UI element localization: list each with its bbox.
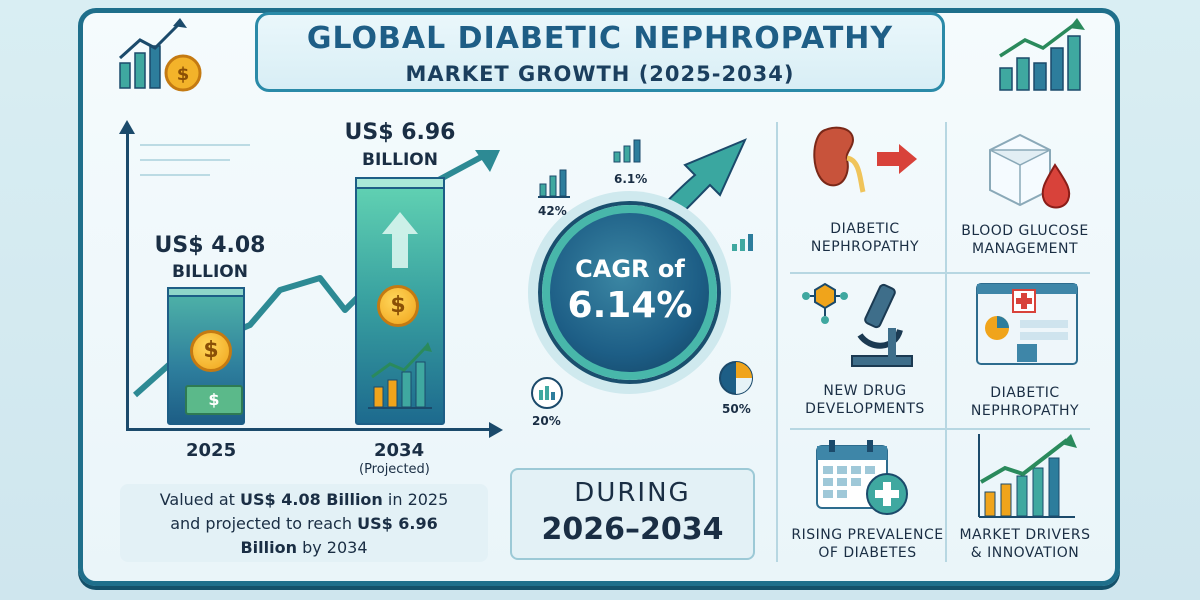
cagr-label: CAGR of	[575, 255, 685, 283]
title-line-2: MARKET GROWTH (2025-2034)	[405, 62, 795, 86]
svg-text:$: $	[177, 64, 190, 85]
small-pie-icon	[719, 361, 753, 395]
caption-diabetic-nephropathy: DIABETIC NEPHROPATHY	[810, 221, 920, 255]
caption-new-drug: NEW DRUG DEVELOPMENTS	[805, 383, 925, 417]
title-line-1: GLOBAL DIABETIC NEPHROPATHY	[306, 21, 894, 56]
stat-50: 50%	[722, 402, 751, 416]
value-label-2034: US$ 6.96	[344, 120, 456, 145]
stat-20: 20%	[532, 414, 561, 428]
stat-6-1: 6.1%	[614, 172, 648, 186]
calendar-icon	[816, 440, 908, 515]
x-axis	[126, 428, 491, 431]
x-axis-arrow	[489, 422, 503, 438]
right-divider	[790, 428, 1090, 430]
period-label: DURING	[574, 478, 691, 508]
unit-label-2025: BILLION	[172, 262, 248, 282]
right-divider	[945, 122, 947, 562]
caption-rising-prevalence: RISING PREVALENCE OF DIABETES	[791, 527, 944, 561]
bar-2025-top	[167, 287, 245, 297]
caption-market-drivers: MARKET DRIVERS & INNOVATION	[959, 527, 1091, 561]
period-range: 2026–2034	[541, 512, 724, 547]
note-text: by 2034	[297, 538, 368, 557]
small-bar-icon	[732, 234, 753, 251]
year-2034: 2034	[374, 440, 425, 461]
microscope-icon	[802, 282, 913, 367]
unit-label-2034: BILLION	[362, 150, 438, 170]
right-divider	[790, 272, 1090, 274]
bar-2034-top	[355, 177, 445, 189]
note-value: Billion	[240, 538, 297, 557]
right-divider	[776, 122, 778, 562]
small-pie-icon	[531, 377, 563, 409]
cagr-ring	[542, 205, 717, 380]
y-axis	[126, 130, 129, 430]
mini-chart-icon	[368, 342, 432, 409]
top-left-growth-icon: $	[118, 18, 202, 92]
note-text: Valued at	[159, 490, 241, 509]
small-bar-icon	[538, 169, 570, 198]
year-2025: 2025	[186, 440, 237, 461]
growth-chart-icon	[978, 434, 1077, 518]
blood-glucose-icon	[989, 133, 1071, 209]
note-text: in 2025	[382, 490, 449, 509]
period-box: DURING 2026–2034	[510, 468, 755, 560]
background-lines	[140, 144, 250, 176]
top-right-growth-icon	[999, 18, 1085, 91]
stat-42: 42%	[538, 204, 567, 218]
note-text: and projected to reach	[170, 514, 358, 533]
dollar-coin-icon: $	[377, 285, 419, 327]
note-value: US$ 4.08 Billion	[240, 490, 383, 509]
caption-blood-glucose: BLOOD GLUCOSE MANAGEMENT	[961, 223, 1089, 257]
cash-icon: $	[185, 385, 243, 415]
kidney-icon	[813, 126, 917, 193]
title-banner: GLOBAL DIABETIC NEPHROPATHY MARKET GROWT…	[255, 12, 945, 92]
cagr-text: CAGR of 6.14%	[550, 255, 710, 326]
y-axis-arrow	[119, 120, 135, 134]
caption-diabetic-nephropathy-2: DIABETIC NEPHROPATHY	[970, 385, 1080, 419]
projected-label: (Projected)	[359, 462, 430, 477]
small-bar-icon	[613, 139, 641, 163]
dollar-coin-icon: $	[190, 330, 232, 372]
note-value: US$ 6.96	[357, 514, 438, 533]
value-label-2025: US$ 4.08	[154, 233, 266, 258]
cagr-value: 6.14%	[567, 285, 693, 326]
up-arrow-icon	[382, 212, 418, 268]
summary-note: Valued at US$ 4.08 Billion in 2025 and p…	[120, 484, 488, 562]
hospital-icon	[976, 283, 1078, 365]
